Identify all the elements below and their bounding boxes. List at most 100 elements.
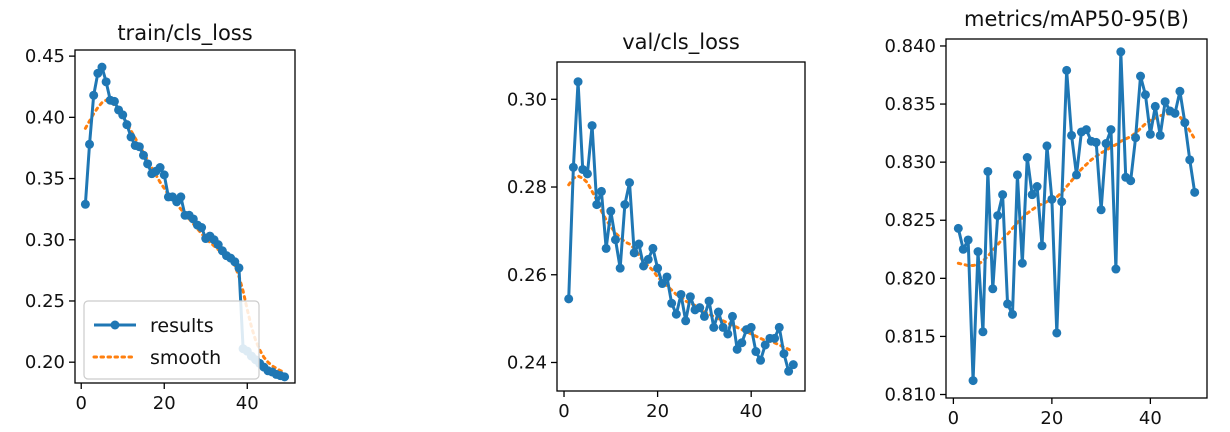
- data-point: [667, 298, 677, 308]
- data-point: [662, 272, 672, 282]
- data-point: [606, 206, 616, 216]
- data-point: [751, 347, 761, 357]
- y-tick-label: 0.40: [25, 107, 65, 128]
- y-tick-label: 0.30: [507, 89, 547, 110]
- plot-area: [80, 62, 290, 382]
- chart-title: metrics/mAP50-95(B): [964, 7, 1189, 31]
- y-tick-label: 0.825: [884, 210, 936, 231]
- legend-label-smooth: smooth: [150, 347, 221, 369]
- y-tick-label: 0.25: [25, 291, 65, 312]
- data-point: [1131, 133, 1141, 143]
- data-point: [998, 190, 1008, 200]
- data-point: [615, 263, 625, 273]
- data-point: [1081, 125, 1091, 135]
- data-point: [681, 316, 691, 326]
- data-point: [1185, 155, 1195, 165]
- data-point: [648, 243, 658, 253]
- data-point: [1111, 264, 1121, 274]
- data-point: [1140, 90, 1150, 100]
- x-tick-label: 20: [153, 393, 176, 414]
- data-point: [1106, 125, 1116, 135]
- data-point: [1180, 118, 1190, 128]
- data-point: [993, 211, 1003, 221]
- y-tick-label: 0.30: [25, 230, 65, 251]
- data-point: [1057, 197, 1067, 207]
- data-point: [625, 178, 635, 188]
- x-tick-label: 0: [948, 408, 959, 429]
- data-point: [1027, 190, 1037, 200]
- axes-frame: [556, 61, 806, 392]
- series-line-results: [567, 80, 795, 373]
- chart-title: val/cls_loss: [622, 30, 740, 55]
- axes-frame: [945, 38, 1208, 399]
- data-point: [983, 166, 993, 176]
- x-tick-label: 0: [75, 393, 86, 414]
- data-point: [634, 239, 644, 249]
- data-point: [1160, 97, 1170, 107]
- axes-frame: [74, 49, 296, 384]
- y-tick-label: 0.35: [25, 169, 65, 190]
- data-point: [653, 263, 663, 273]
- data-point: [1042, 141, 1052, 151]
- data-point: [143, 159, 153, 169]
- data-point: [582, 169, 592, 179]
- y-tick-label: 0.20: [25, 352, 65, 373]
- data-point: [176, 192, 186, 202]
- y-tick-label: 0.24: [507, 352, 547, 373]
- data-point: [1052, 328, 1062, 338]
- chart-val-cls-loss: val/cls_loss 0 20 40 0.24 0.26 0.28 0.30: [507, 30, 806, 422]
- data-point: [718, 322, 728, 332]
- data-point: [779, 349, 789, 359]
- data-point: [760, 340, 770, 350]
- plot-area: [564, 77, 798, 376]
- data-point: [1136, 71, 1146, 81]
- data-point: [1007, 309, 1017, 319]
- data-point: [1155, 130, 1165, 140]
- data-point: [784, 366, 794, 376]
- data-point: [685, 292, 695, 302]
- data-point: [968, 376, 978, 386]
- y-tick-label: 0.830: [884, 152, 936, 173]
- data-point: [587, 121, 597, 131]
- y-tick-label: 0.835: [884, 94, 936, 115]
- data-point: [1175, 86, 1185, 96]
- data-point: [1096, 205, 1106, 215]
- data-point: [756, 355, 766, 365]
- data-point: [109, 96, 119, 106]
- data-point: [122, 120, 132, 130]
- x-tick-label: 40: [1139, 408, 1162, 429]
- data-point: [596, 186, 606, 196]
- chart-map50-95: metrics/mAP50-95(B) 0 20 40 0.810 0.815 0.820 0…: [884, 7, 1208, 429]
- data-point: [629, 248, 639, 258]
- data-point: [1126, 176, 1136, 186]
- x-tick-label: 0: [558, 401, 569, 422]
- y-tick-label: 0.815: [884, 326, 936, 347]
- data-point: [770, 333, 780, 343]
- data-point: [695, 303, 705, 313]
- data-point: [564, 294, 574, 304]
- chart-train-cls-loss: train/cls_loss 0 20 40 0.20 0.25 0.30 0.35 0.40 0…: [25, 21, 296, 414]
- data-point: [1047, 194, 1057, 204]
- y-tick-label: 0.28: [507, 177, 547, 198]
- data-point: [1190, 187, 1200, 197]
- data-point: [118, 110, 128, 120]
- data-point: [101, 77, 111, 87]
- data-point: [657, 279, 667, 289]
- legend-label-results: results: [150, 315, 214, 337]
- data-point: [774, 322, 784, 332]
- chart-title: train/cls_loss: [117, 21, 252, 46]
- data-point: [601, 243, 611, 253]
- data-point: [1062, 65, 1072, 75]
- data-point: [737, 338, 747, 348]
- data-point: [1072, 170, 1081, 180]
- data-point: [1145, 129, 1155, 139]
- x-tick-label: 20: [646, 401, 669, 422]
- data-point: [280, 372, 290, 382]
- x-tick-label: 40: [236, 393, 259, 414]
- plot-area: [953, 47, 1200, 386]
- data-point: [1067, 130, 1077, 140]
- data-point: [1116, 47, 1126, 57]
- y-tick-label: 0.840: [884, 36, 936, 57]
- data-point: [699, 311, 709, 321]
